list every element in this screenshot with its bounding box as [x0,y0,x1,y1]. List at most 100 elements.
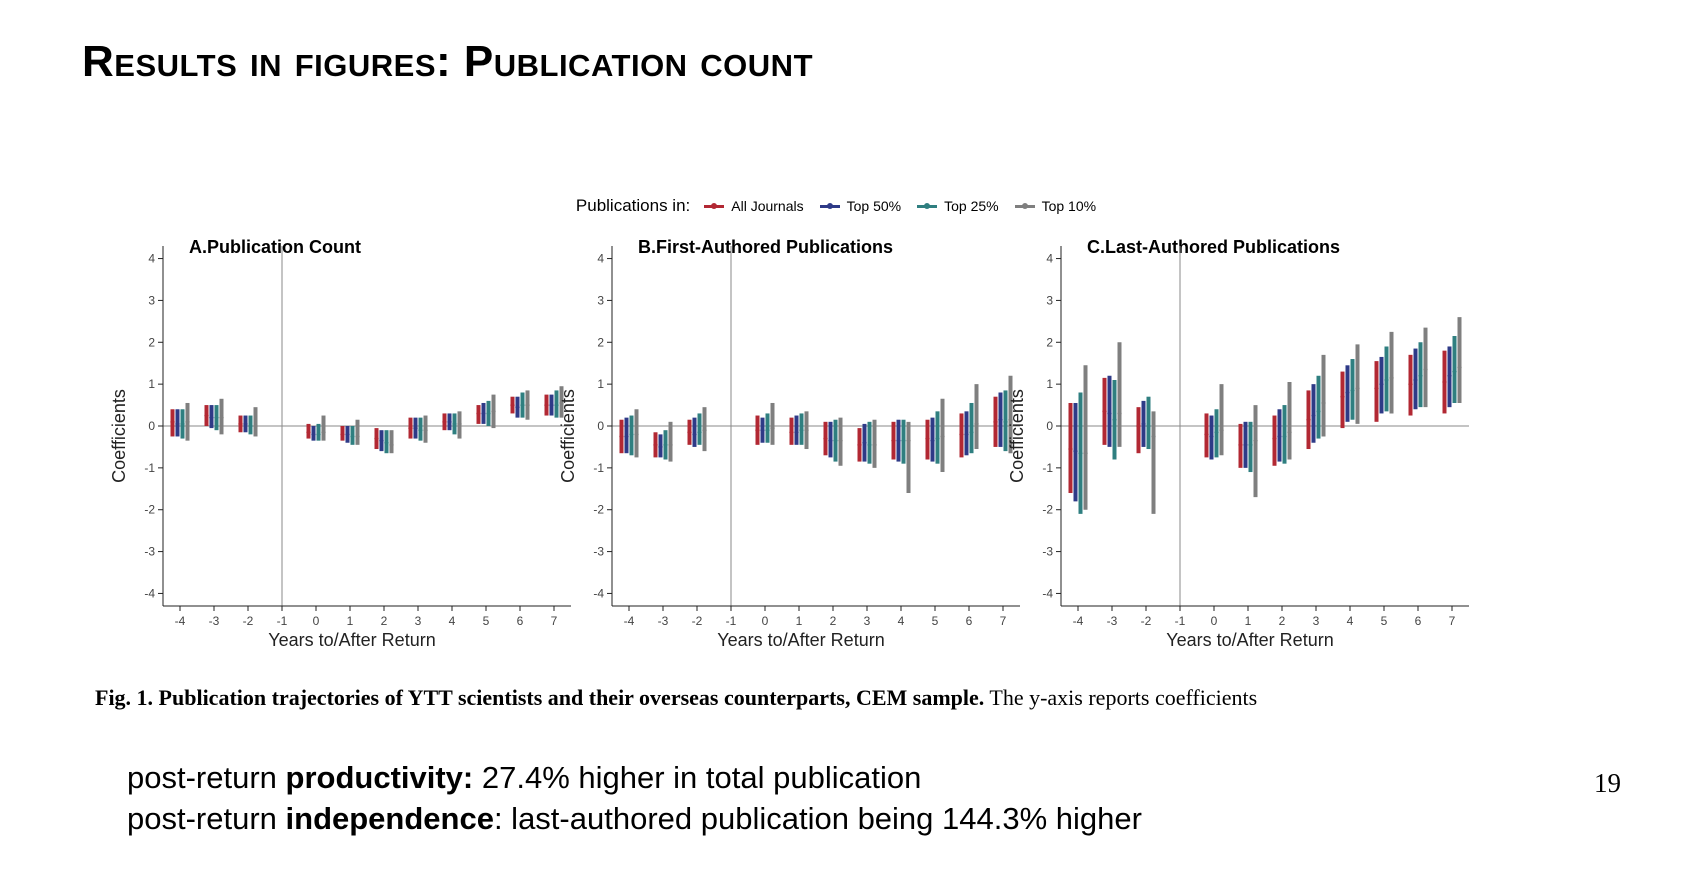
panel-title: A.Publication Count [189,237,361,257]
point-estimate [1316,409,1321,414]
y-tick-label: 2 [148,335,155,349]
point-estimate [634,432,639,437]
summary-detail: 27.4% higher in total publication [473,760,922,795]
point-estimate [1117,411,1122,416]
y-tick-label: 4 [148,252,155,266]
point-estimate [1340,394,1345,399]
point-estimate [457,421,462,427]
legend-swatch [1014,202,1035,209]
point-estimate [872,442,877,448]
chart-panel-1: A.Publication Count -4 -3 -2 -1 0 1 2 3 4 -4 -3 -2 -1… [109,237,571,650]
point-estimate [1151,434,1156,439]
summary-line-independence: post-return independence: last-authored … [127,798,1142,839]
point-estimate [799,427,804,433]
point-estimate [794,430,799,435]
point-estimate [1442,379,1447,385]
y-tick-label: -4 [1042,586,1053,600]
point-estimate [219,415,224,420]
x-tick-label: 3 [415,614,422,628]
y-tick-label: -3 [1042,545,1053,559]
point-estimate [760,427,765,433]
x-tick-label: -3 [209,614,220,628]
y-axis-label: Coefficients [109,389,129,483]
x-tick-label: 6 [1415,614,1422,628]
x-tick-label: 7 [1449,614,1456,628]
series-all-journals [170,394,549,450]
x-tick-label: 7 [551,614,558,628]
point-estimate [520,402,525,408]
point-estimate [185,419,190,425]
x-tick-label: 0 [762,614,769,628]
legend-item-top-25: Top 25% [917,198,999,214]
point-estimate [1078,451,1083,456]
y-tick-label: 1 [1046,377,1053,391]
x-tick-label: -4 [1073,614,1084,628]
y-tick-label: -1 [1042,461,1053,475]
x-axis-label: Years to/After Return [717,630,884,650]
y-tick-label: 1 [597,377,604,391]
legend-swatch [917,202,938,209]
y-tick-label: 0 [597,419,604,433]
point-estimate [1384,377,1389,383]
point-estimate [554,402,559,408]
x-tick-label: -3 [658,614,669,628]
summary-detail: : last-authored publication being 144.3%… [493,801,1142,836]
point-estimate [901,438,906,443]
point-estimate [1102,409,1107,414]
point-estimate [306,430,311,435]
legend-label: Top 10% [1041,198,1097,214]
legend-title: Publications in: [575,196,691,215]
point-estimate [804,427,809,433]
x-tick-label: -2 [1141,614,1152,628]
y-tick-label: 2 [1046,335,1053,349]
point-estimate [896,438,901,443]
point-estimate [418,427,423,433]
point-estimate [1321,400,1326,406]
y-tick-label: 4 [1046,252,1053,266]
point-estimate [629,432,634,437]
point-estimate [379,438,384,443]
x-tick-label: 0 [1211,614,1218,628]
y-tick-label: 1 [148,377,155,391]
y-tick-label: -1 [144,461,155,475]
point-estimate [408,425,413,431]
x-tick-label: 1 [347,614,354,628]
point-estimate [862,440,867,445]
point-estimate [964,432,969,437]
point-estimate [1136,423,1141,429]
point-estimate [1447,373,1452,378]
y-tick-label: -3 [593,545,604,559]
y-tick-label: 2 [597,335,604,349]
y-tick-label: -3 [144,545,155,559]
chart-panel-2: B.First-Authored Publications -4 -3 -2 -1 0 1 2… [558,237,1020,650]
point-estimate [770,425,775,431]
x-tick-label: 2 [1279,614,1286,628]
point-estimate [624,434,629,439]
point-estimate [355,434,360,439]
point-estimate [1083,451,1088,456]
x-tick-label: 6 [517,614,524,628]
point-estimate [1219,427,1224,433]
point-estimate [510,402,515,408]
point-estimate [559,400,564,406]
point-estimate [692,432,697,437]
point-estimate [1068,446,1073,452]
point-estimate [663,442,668,448]
point-estimate [1287,430,1292,435]
point-estimate [1112,417,1117,422]
point-estimate [1248,442,1253,448]
point-estimate [857,442,862,448]
point-estimate [175,421,180,427]
point-estimate [1272,436,1277,441]
point-estimate [491,409,496,414]
point-estimate [1003,419,1008,425]
point-estimate [209,415,214,420]
point-estimate [1073,448,1078,454]
legend-label: Top 25% [944,198,999,214]
legend-item-all-journals: All Journals [704,198,804,214]
point-estimate [828,438,833,443]
y-axis-label: Coefficients [1007,389,1027,483]
x-tick-label: 1 [796,614,803,628]
point-estimate [452,421,457,427]
x-axis-label: Years to/After Return [1166,630,1333,650]
